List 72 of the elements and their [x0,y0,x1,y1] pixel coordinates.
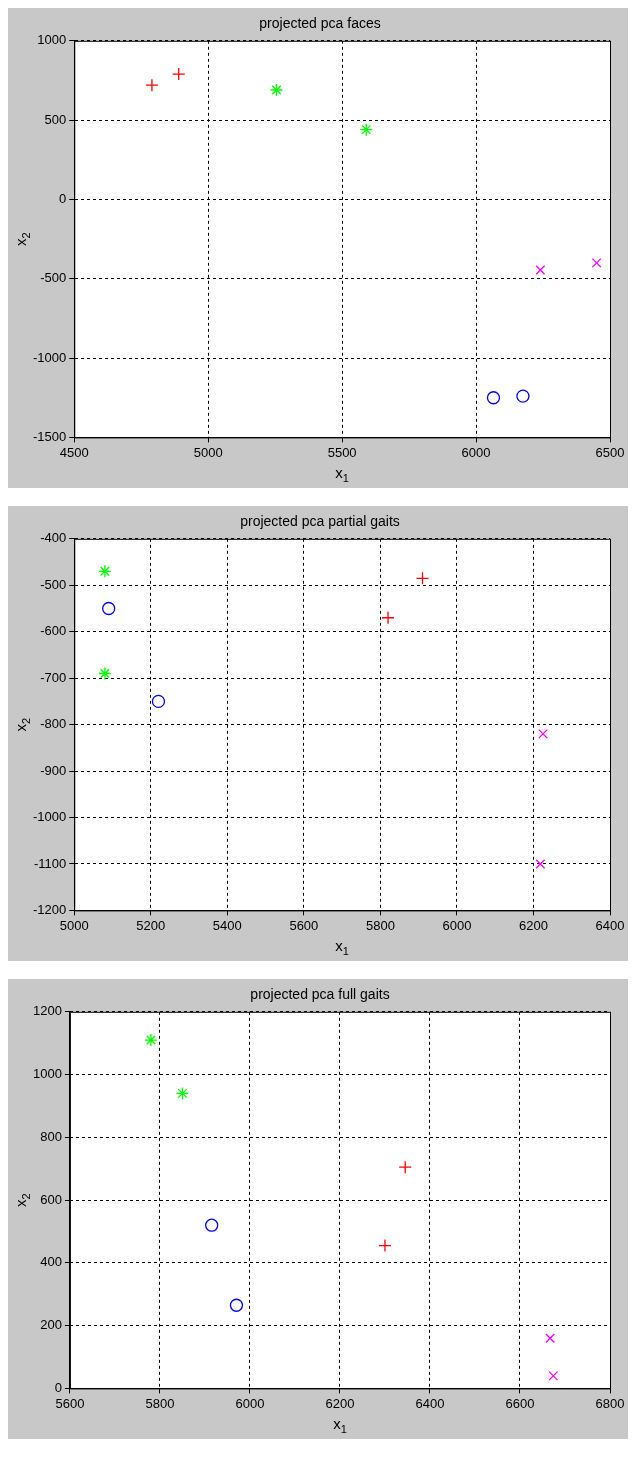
point [151,694,166,709]
y-tick-label: -800 [40,716,67,732]
x-tick-label: 6000 [461,444,491,460]
y-tick-label: 800 [40,1128,62,1144]
point [535,265,546,275]
y-tick-label: -600 [40,623,67,639]
y-axis-title: x2 [12,232,33,246]
y-tick-label: 1000 [33,1066,62,1082]
y-tick-label: 0 [59,191,67,207]
x-tick-label: 6800 [595,1395,625,1411]
point [591,258,602,268]
y-tick-label: 500 [44,111,67,127]
point [144,1033,158,1047]
y-tick-label: -900 [40,762,67,778]
x-tick-label: 6000 [442,917,472,933]
point [381,611,395,625]
y-axis-title: x2 [12,1193,33,1207]
y-tick-label: 400 [40,1254,62,1270]
point [378,1238,392,1253]
y-tick-label: 600 [40,1191,62,1207]
x-tick-label: 6400 [595,917,625,933]
y-tick-label: -500 [40,576,67,592]
point [415,571,430,585]
y-tick-label: 1000 [37,32,67,48]
point [535,859,546,869]
x-tick-label: 5800 [365,917,395,933]
x-tick-label: 5400 [212,917,242,933]
x-tick-label: 6200 [519,917,548,933]
point [359,122,373,137]
chart-title: projected pca faces [259,15,381,32]
x-tick-label: 5800 [145,1395,175,1411]
y-tick-label: -500 [40,270,67,286]
point [548,1370,559,1381]
x-tick-label: 5500 [327,444,357,460]
x-tick-label: 5600 [289,917,319,933]
x-tick-label: 6000 [235,1395,265,1411]
point [102,601,116,616]
y-tick-label: -400 [40,530,67,546]
y-axis-title: x2 [12,717,33,732]
point [205,1218,219,1232]
y-tick-label: -1100 [33,855,67,871]
x-tick-label: 6200 [325,1395,355,1411]
y-tick-label: -1000 [33,349,67,365]
y-tick-label: -1200 [33,901,67,917]
point [538,729,548,739]
point [229,1298,244,1312]
point [98,564,112,578]
point [145,78,159,92]
point [516,389,530,403]
x-tick-label: 5000 [59,917,89,933]
x-tick-label: 6600 [505,1395,535,1411]
point [175,1086,190,1101]
point [172,67,186,81]
chart-title: projected pca full gaits [250,986,390,1003]
y-tick-label: -700 [40,669,67,685]
point [98,666,112,681]
x-tick-label: 5600 [55,1395,85,1411]
x-tick-label: 6400 [415,1395,445,1411]
chart-title: projected pca partial gaits [240,513,400,530]
y-tick-label: -1000 [33,809,67,825]
y-tick-label: -1500 [33,428,67,444]
y-tick-label: 0 [54,1379,62,1395]
point [545,1333,556,1344]
point [486,391,501,405]
point [398,1160,412,1174]
x-tick-label: 5200 [136,917,166,933]
x-tick-label: 4500 [59,444,89,460]
y-tick-label: 1200 [33,1003,62,1019]
x-tick-label: 5000 [193,444,223,460]
y-tick-label: 200 [40,1317,62,1333]
x-tick-label: 6500 [595,444,625,460]
point [269,83,284,97]
